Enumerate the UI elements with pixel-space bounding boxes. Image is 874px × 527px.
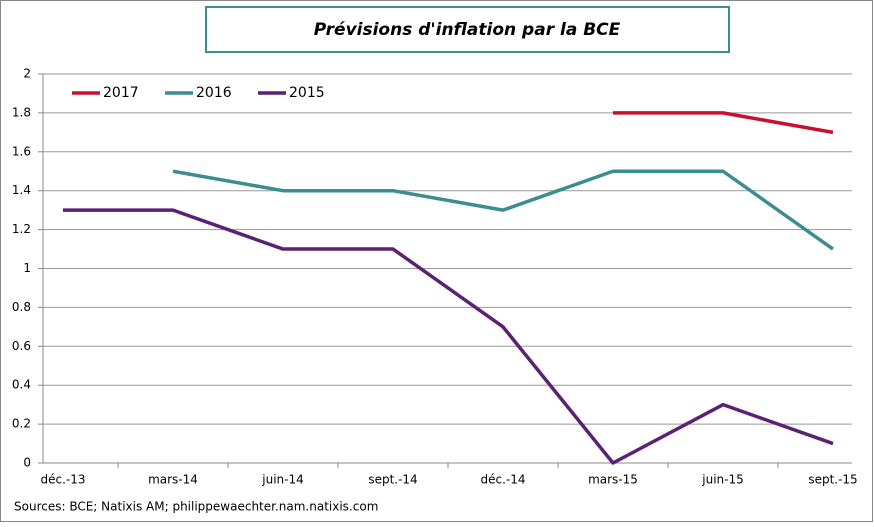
x-tick-label: déc.-13: [40, 473, 85, 487]
legend-label: 2017: [103, 85, 139, 101]
x-tick-label: déc.-14: [480, 473, 525, 487]
title-box: [205, 6, 730, 53]
y-tick-label: 2: [23, 67, 31, 81]
series-line: [172, 169, 835, 251]
y-tick-label: 1.2: [12, 222, 31, 236]
y-tick-label: 0.4: [12, 378, 31, 392]
source: Sources: BCE; Natixis AM; philippewaecht…: [14, 500, 378, 514]
x-tick-label: mars-14: [148, 473, 198, 487]
x-tick-label: sept.-15: [808, 473, 857, 487]
x-tick-label: sept.-14: [368, 473, 417, 487]
y-tick-label: 0.2: [12, 417, 31, 431]
x-tick-label: mars-15: [588, 473, 638, 487]
y-tick-label: 1.6: [12, 144, 31, 158]
y-tick-label: 1.4: [12, 183, 31, 197]
y-tick-label: 0.6: [12, 339, 31, 353]
y-tick-label: 0.8: [12, 300, 31, 314]
y-tick-label: 0: [23, 456, 31, 470]
series-line: [613, 111, 834, 135]
x-tick-label: juin-15: [701, 473, 743, 487]
legend-label: 2015: [289, 85, 325, 101]
y-tick-label: 1: [23, 261, 31, 275]
y-tick-label: 1.8: [12, 105, 31, 119]
series-line: [63, 208, 834, 465]
legend-label: 2016: [196, 85, 232, 101]
chart-title: Prévisions d'inflation par la BCE: [314, 20, 621, 40]
x-tick-label: juin-14: [261, 473, 303, 487]
